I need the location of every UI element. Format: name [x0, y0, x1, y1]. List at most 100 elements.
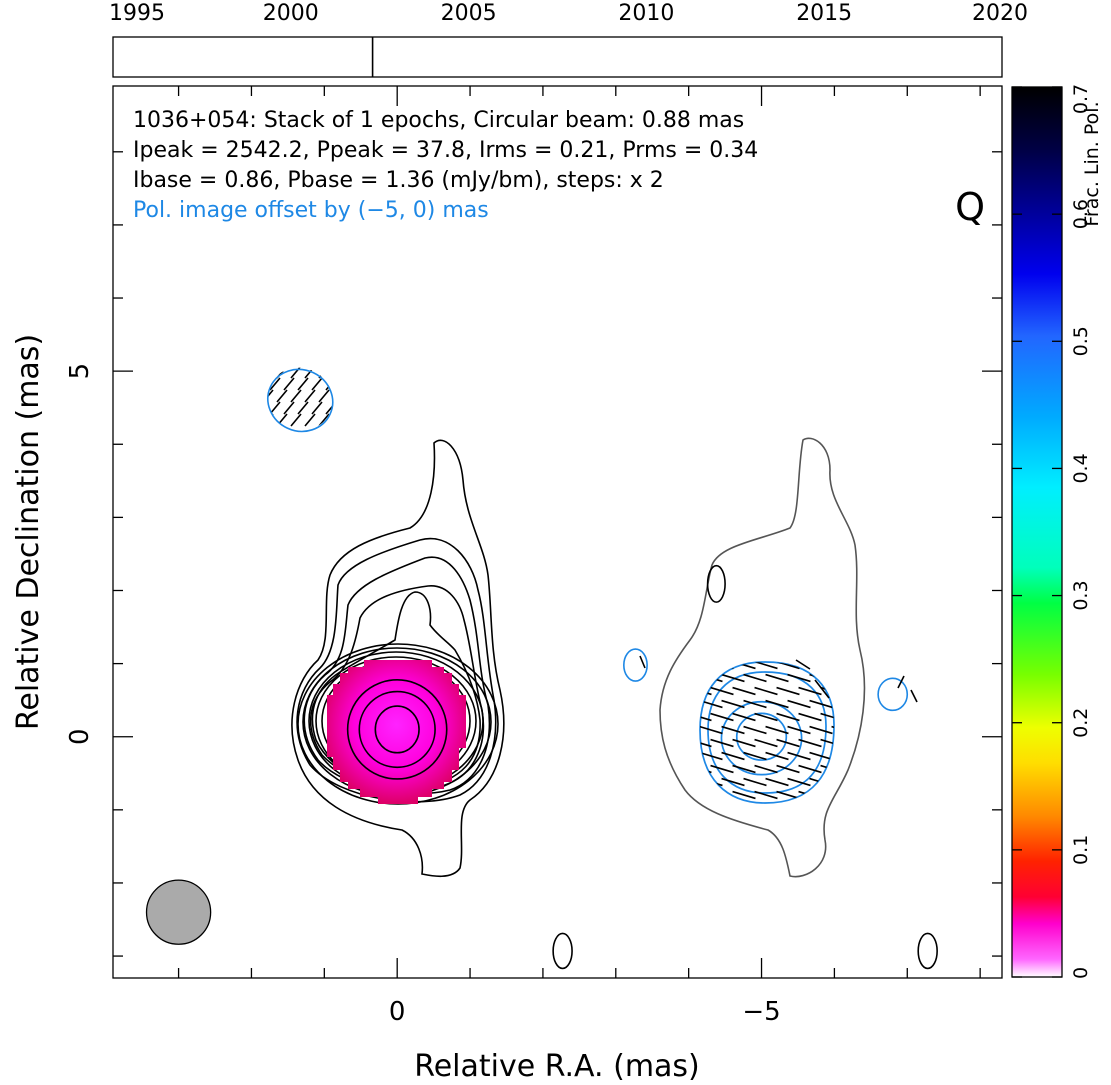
evpa-tick — [754, 712, 778, 722]
timeline-year-labels: 1995 2000 2005 2010 2015 2020 — [109, 1, 1028, 26]
stokes-i-core-contour — [358, 690, 436, 769]
islet-ticks — [639, 655, 918, 703]
pol-offset-note: Pol. image offset by (−5, 0) mas — [133, 198, 489, 223]
evpa-tick — [798, 686, 822, 696]
band-label: Q — [955, 185, 985, 229]
evpa-tick — [743, 751, 767, 761]
stokes-i-contour-outer — [291, 439, 505, 878]
map-panel: 0 −5 0 5 1036+054: Stack of 1 epochs, Circu… — [65, 85, 1003, 1027]
evpa-tick — [318, 413, 330, 427]
evpa-tick — [721, 673, 745, 683]
evpa-tick — [814, 679, 830, 699]
stokes-i-islet-contour — [917, 932, 938, 970]
colorbar-ticks: 0 0.1 0.2 0.3 0.4 0.5 0.6 0.7 — [1012, 84, 1092, 979]
evpa-tick — [754, 764, 778, 774]
evpa-tick — [290, 389, 302, 403]
evpa-tick — [311, 401, 323, 415]
info-line-1: 1036+054: Stack of 1 epochs, Circular be… — [133, 108, 744, 133]
evpa-tick — [700, 725, 723, 735]
colorbar-tick-label: 0.5 — [1070, 326, 1092, 356]
evpa-tick — [809, 751, 833, 761]
colorbar: 0 0.1 0.2 0.3 0.4 0.5 0.6 0.7 Frac. Lin. Pol. — [1011, 84, 1103, 979]
evpa-tick — [765, 673, 789, 683]
evpa-tick — [732, 686, 756, 696]
timeline-year-label: 2010 — [618, 1, 674, 26]
timeline-year-label: 2005 — [441, 1, 497, 26]
evpa-tick — [787, 673, 811, 683]
evpa-tick — [809, 725, 833, 735]
evpa-tick — [304, 413, 316, 427]
evpa-tick — [318, 389, 330, 403]
evpa-tick — [269, 377, 281, 391]
evpa-tick — [787, 751, 811, 761]
stokes-i-contour-3 — [303, 556, 491, 795]
pol-contour-inner — [735, 712, 788, 761]
x-tick-label: −5 — [742, 997, 780, 1027]
evpa-tick — [721, 751, 745, 761]
pol-islet-contour — [877, 677, 909, 712]
stokes-i-islet-contour — [706, 564, 726, 603]
timeline-year-label: 1995 — [109, 1, 165, 26]
evpa-tick — [743, 725, 767, 735]
restoring-beam — [145, 879, 212, 945]
colorbar-label: Frac. Lin. Pol. — [1081, 101, 1103, 226]
evpa-tick — [897, 675, 905, 689]
core-inner-contours — [346, 679, 448, 780]
evpa-tick — [787, 777, 811, 787]
evpa-tick — [732, 738, 756, 748]
evpa-tick — [743, 777, 767, 787]
evpa-tick — [743, 673, 767, 683]
evpa-tick — [787, 699, 811, 709]
evpa-tick — [721, 725, 745, 735]
evpa-tick — [283, 377, 295, 391]
frac-pol-map — [327, 660, 466, 804]
evpa-tick — [721, 699, 745, 709]
info-line-2: Ipeak = 2542.2, Ppeak = 37.8, Irms = 0.2… — [133, 138, 758, 163]
plot-frame — [112, 85, 1003, 979]
evpa-tick — [639, 655, 646, 669]
evpa-tick — [910, 689, 918, 703]
evpa-tick — [776, 764, 800, 774]
x-tick-label: 0 — [389, 997, 406, 1027]
contour-islands — [267, 368, 938, 970]
evpa-tick — [776, 790, 800, 800]
colorbar-tick-label: 0.4 — [1070, 453, 1092, 483]
pol-contour-inner — [720, 700, 803, 776]
epoch-timeline: 1995 2000 2005 2010 2015 2020 — [109, 1, 1028, 78]
colorbar-tick-label: 0.1 — [1070, 835, 1092, 865]
evpa-tick — [732, 712, 756, 722]
pol-contour-outer — [699, 661, 835, 804]
evpa-tick — [809, 699, 833, 709]
timeline-year-label: 2020 — [972, 1, 1028, 26]
evpa-tick — [732, 764, 756, 774]
colorbar-tick-label: 0 — [1070, 967, 1092, 979]
evpa-tick — [776, 686, 800, 696]
colorbar-tick-label: 0.2 — [1070, 708, 1092, 738]
evpa-tick — [297, 377, 309, 391]
evpa-tick — [787, 725, 811, 735]
pol-islet-contour — [623, 648, 648, 682]
evpa-tick — [304, 389, 316, 403]
stokes-i-core-contour — [346, 679, 448, 780]
x-axis-title: Relative R.A. (mas) — [414, 1049, 700, 1084]
evpa-tick — [765, 751, 789, 761]
evpa-tick — [290, 365, 302, 379]
evpa-tick — [700, 738, 712, 748]
timeline-year-label: 2015 — [796, 1, 852, 26]
evpa-tick — [795, 659, 811, 670]
evpa-tick — [754, 686, 778, 696]
evpa-tick — [721, 777, 745, 787]
evpa-tick — [710, 764, 734, 774]
evpa-tick — [290, 413, 302, 427]
colorbar-tick-label: 0.3 — [1070, 580, 1092, 610]
evpa-tick — [765, 699, 789, 709]
evpa-tick — [776, 738, 800, 748]
timeline-year-label: 2000 — [263, 1, 319, 26]
evpa-tick — [798, 738, 822, 748]
evpa-tick — [276, 389, 288, 403]
evpa-tick — [297, 401, 309, 415]
evpa-tick — [754, 790, 778, 800]
evpa-tick — [710, 738, 734, 748]
evpa-tick — [820, 712, 834, 722]
